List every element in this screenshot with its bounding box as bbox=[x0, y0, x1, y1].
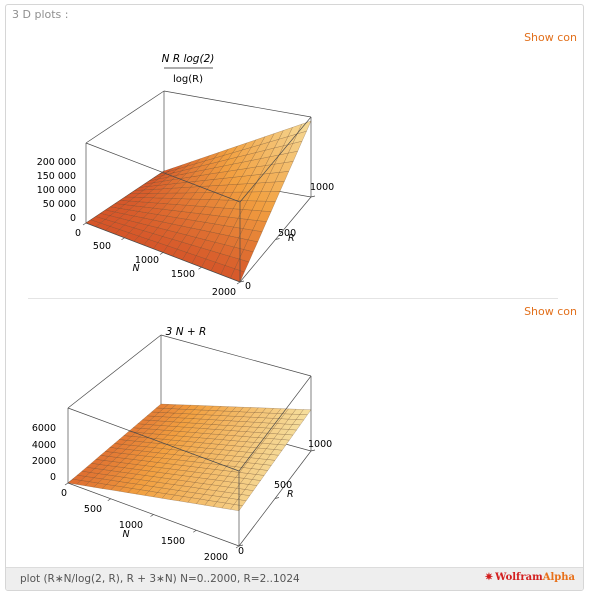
n-tick-mark bbox=[121, 237, 125, 241]
footer-bar: plot (R∗N/log(2, R), R + 3∗N) N=0..2000,… bbox=[6, 567, 583, 590]
box-edge bbox=[160, 334, 312, 377]
n-tick-mark bbox=[82, 222, 87, 226]
z-tick-label: 50 000 bbox=[43, 199, 76, 210]
z-tick-label: 200 000 bbox=[37, 157, 76, 168]
input-interpretation[interactable]: plot (R∗N/log(2, R), R + 3∗N) N=0..2000,… bbox=[20, 573, 300, 585]
z-tick-label: 150 000 bbox=[37, 171, 76, 182]
r-tick-mark bbox=[274, 497, 280, 499]
z-tick-label: 100 000 bbox=[37, 185, 76, 196]
r-tick-label: 0 bbox=[245, 281, 251, 292]
n-tick-mark bbox=[64, 482, 69, 486]
plot-2-surface bbox=[67, 403, 312, 511]
n-tick-mark bbox=[236, 281, 241, 285]
show-computable-button-2[interactable]: Show con bbox=[524, 305, 577, 318]
box-edge bbox=[239, 116, 312, 203]
r-tick-mark bbox=[238, 544, 244, 547]
logo-word-wolfram: Wolfram bbox=[495, 572, 543, 583]
plot-1-title-denominator: log(R) bbox=[173, 74, 203, 85]
n-tick-mark bbox=[198, 266, 202, 270]
plot-1-z-axis: 200 000 150 000 100 000 50 000 0 bbox=[37, 157, 76, 224]
r-tick-mark bbox=[239, 280, 245, 283]
plot-pod: 3 D plots : Show con N R log(2) log(R) 2… bbox=[5, 4, 584, 591]
plot-2-bounding-box-front bbox=[64, 375, 316, 549]
n-tick-mark bbox=[159, 252, 164, 255]
plot-1-surface bbox=[85, 120, 312, 283]
r-axis-label: R bbox=[287, 489, 294, 500]
r-tick-label: 0 bbox=[238, 546, 244, 557]
z-tick-label: 0 bbox=[50, 472, 56, 483]
plot-1-bounding-box-front bbox=[82, 116, 316, 285]
plot-2-title: 3 N + R bbox=[166, 326, 207, 338]
z-tick-label: 4000 bbox=[32, 440, 56, 451]
n-tick-label: 1000 bbox=[135, 255, 159, 266]
plot-1-r-axis: 0 500 1000 R bbox=[245, 182, 334, 292]
n-axis-label: N bbox=[122, 529, 129, 540]
n-tick-label: 500 bbox=[93, 241, 111, 252]
r-tick-mark bbox=[310, 195, 316, 198]
logo-word-alpha: Alpha bbox=[542, 572, 575, 583]
z-tick-label: 6000 bbox=[32, 423, 56, 434]
z-tick-label: 2000 bbox=[32, 456, 56, 467]
r-tick-label: 500 bbox=[274, 480, 292, 491]
n-tick-label: 0 bbox=[75, 228, 81, 239]
box-edge bbox=[67, 334, 162, 409]
r-tick-mark bbox=[310, 449, 316, 452]
plot-1: N R log(2) log(R) 200 000 150 000 100 00… bbox=[37, 53, 334, 297]
r-tick-label: 500 bbox=[278, 228, 296, 239]
box-edge bbox=[85, 90, 165, 144]
n-tick-label: 500 bbox=[84, 504, 102, 515]
n-tick-mark bbox=[150, 514, 154, 517]
wolfram-star-icon: ✷ bbox=[484, 572, 494, 583]
r-tick-mark bbox=[275, 238, 280, 240]
plot-2-r-axis: 0 500 1000 R bbox=[238, 439, 332, 557]
show-computable-button-1[interactable]: Show con bbox=[524, 31, 577, 44]
box-edge bbox=[67, 407, 240, 472]
box-edge bbox=[238, 375, 312, 472]
n-tick-label: 1500 bbox=[171, 269, 195, 280]
n-tick-label: 1000 bbox=[119, 520, 143, 531]
plot-1-n-axis: 0 500 1000 1500 2000 N bbox=[75, 228, 236, 297]
box-edge bbox=[163, 90, 312, 118]
r-axis-label: R bbox=[288, 233, 295, 244]
r-tick-label: 1000 bbox=[308, 439, 332, 450]
n-tick-label: 2000 bbox=[212, 287, 236, 297]
n-tick-mark bbox=[107, 498, 111, 502]
plot-2-n-axis: 0 500 1000 1500 2000 N bbox=[61, 488, 228, 563]
n-tick-label: 0 bbox=[61, 488, 67, 499]
plot-2: 3 N + R 6000 4000 2000 0 0 500 1000 1500… bbox=[32, 326, 332, 563]
pod-title: 3 D plots : bbox=[12, 8, 69, 21]
box-edge bbox=[85, 142, 241, 203]
pod-divider bbox=[28, 298, 558, 299]
plot-2-z-axis: 6000 4000 2000 0 bbox=[32, 423, 56, 483]
z-tick-label: 0 bbox=[70, 213, 76, 224]
n-tick-label: 2000 bbox=[204, 552, 228, 563]
wolfram-alpha-logo[interactable]: ✷ WolframAlpha bbox=[485, 572, 575, 583]
n-tick-label: 1500 bbox=[161, 536, 185, 547]
plot-1-title-numerator: N R log(2) bbox=[162, 53, 215, 65]
n-axis-label: N bbox=[132, 263, 139, 274]
n-tick-mark bbox=[193, 529, 197, 533]
r-tick-label: 1000 bbox=[310, 182, 334, 193]
n-tick-mark bbox=[235, 545, 240, 549]
